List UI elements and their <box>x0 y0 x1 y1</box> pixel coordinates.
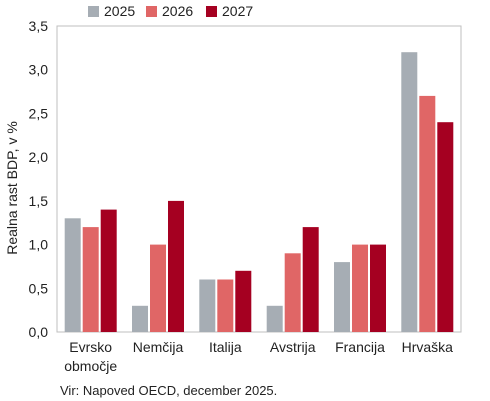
y-tick-label: 2,0 <box>29 149 49 165</box>
category-labels: Evrsko območje Nemčija Italija Avstrija Franc… <box>64 339 453 374</box>
category-label: Nemčija <box>133 339 184 355</box>
source-note: Vir: Napoved OECD, december 2025. <box>60 383 277 398</box>
y-axis-title: Realna rast BDP, v % <box>4 121 20 255</box>
bar-2027-0 <box>100 209 117 332</box>
bar-2025-4 <box>334 262 350 332</box>
category-label: Francija <box>335 339 385 355</box>
bar-2027-1 <box>168 200 184 332</box>
legend-swatch-2025 <box>88 6 99 17</box>
category-label: Avstrija <box>270 339 316 355</box>
legend-label-2027: 2027 <box>222 3 253 19</box>
y-tick-label: 0,0 <box>29 324 49 340</box>
legend: 2025 2026 2027 <box>88 3 253 19</box>
legend-swatch-2027 <box>206 6 217 17</box>
bar-2026-5 <box>419 95 436 333</box>
category-label: Evrsko <box>69 339 112 355</box>
y-tick-label: 2,5 <box>29 105 49 121</box>
bar-2027-4 <box>370 244 386 332</box>
bar-2026-1 <box>150 244 166 332</box>
y-tick-label: 1,0 <box>29 237 49 253</box>
bar-2027-3 <box>302 227 319 332</box>
category-label: Italija <box>209 339 242 355</box>
category-label: območje <box>64 358 117 374</box>
y-tick-label: 0,5 <box>29 280 49 296</box>
y-tick-label: 1,5 <box>29 193 49 209</box>
bar-2026-2 <box>217 279 234 332</box>
bar-2027-5 <box>437 122 454 332</box>
y-tick-label: 3,5 <box>29 18 49 34</box>
bar-2025-1 <box>132 305 148 332</box>
bar-2025-5 <box>401 52 418 332</box>
bar-2026-4 <box>352 244 368 332</box>
plot-area <box>56 25 462 333</box>
legend-label-2026: 2026 <box>162 3 193 19</box>
legend-label-2025: 2025 <box>104 3 135 19</box>
bars <box>64 52 454 333</box>
category-label: Hrvaška <box>402 339 454 355</box>
y-axis-ticks: 0,0 0,5 1,0 1,5 2,0 2,5 3,0 3,5 <box>29 18 49 340</box>
bar-2025-0 <box>64 218 81 332</box>
legend-swatch-2026 <box>146 6 157 17</box>
y-tick-label: 3,0 <box>29 62 49 78</box>
bar-2026-3 <box>284 253 301 332</box>
bar-2027-2 <box>235 270 252 332</box>
bar-2025-2 <box>199 279 216 332</box>
bar-2026-0 <box>82 227 99 332</box>
bar-2025-3 <box>266 305 283 332</box>
